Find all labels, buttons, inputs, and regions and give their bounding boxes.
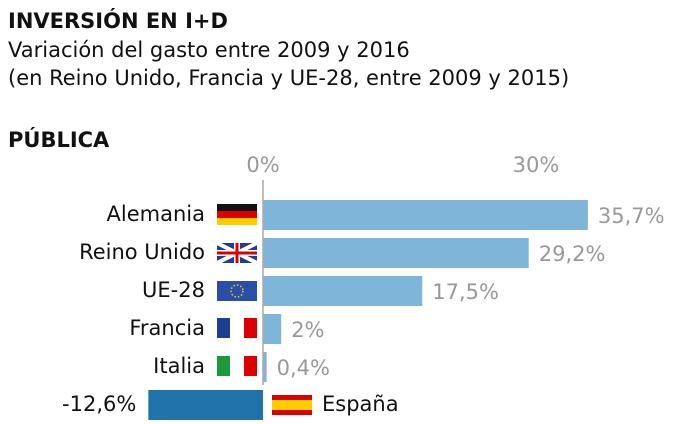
flag <box>217 218 257 225</box>
value-label: 17,5% <box>432 280 499 304</box>
category-label: Reino Unido <box>79 240 205 264</box>
category-label: Alemania <box>107 202 205 226</box>
value-label: 0,4% <box>277 356 330 380</box>
bar <box>263 276 423 306</box>
chart-title: INVERSIÓN EN I+D <box>8 8 228 33</box>
category-label: UE-28 <box>142 278 205 302</box>
flag <box>217 204 257 211</box>
flag <box>217 281 257 301</box>
flag <box>230 284 244 298</box>
bar <box>263 200 588 230</box>
flag <box>244 356 257 376</box>
flag <box>244 318 257 338</box>
flag <box>217 356 230 376</box>
value-label: 35,7% <box>598 204 665 228</box>
flag <box>217 211 257 218</box>
flag <box>217 243 257 263</box>
subtitle: (en Reino Unido, Francia y UE-28, entre … <box>8 66 569 90</box>
flag <box>217 318 230 338</box>
bar <box>263 238 529 268</box>
subtitle: Variación del gasto entre 2009 y 2016 <box>8 38 410 62</box>
section-title: PÚBLICA <box>8 127 110 152</box>
flags <box>216 204 312 415</box>
value-label: -12,6% <box>62 392 136 416</box>
bar <box>263 314 282 344</box>
bar <box>148 390 263 420</box>
flag <box>272 400 312 410</box>
value-label: 2% <box>291 318 324 342</box>
bar <box>263 352 267 382</box>
x-tick-label: 0% <box>246 153 279 177</box>
category-label: Francia <box>129 316 205 340</box>
value-label: 29,2% <box>539 242 606 266</box>
category-label: España <box>322 392 399 416</box>
category-label: Italia <box>153 354 205 378</box>
x-tick-label: 30% <box>513 153 560 177</box>
